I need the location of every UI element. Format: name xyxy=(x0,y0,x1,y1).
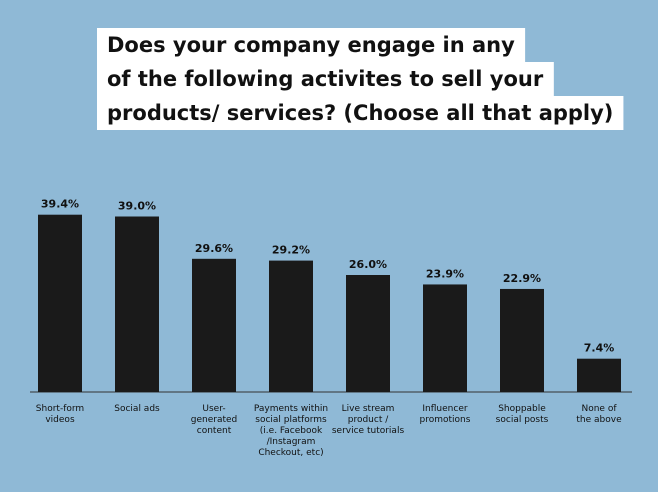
x-tick-label: Payments within social platforms (i.e. F… xyxy=(253,404,329,458)
value-label: 39.4% xyxy=(41,198,79,211)
value-label: 22.9% xyxy=(503,272,541,285)
value-label: 23.9% xyxy=(426,267,464,280)
x-tick-label: Social ads xyxy=(114,404,160,414)
value-label: 39.0% xyxy=(118,200,156,213)
x-tick-label: Live stream product / service tutorials xyxy=(331,404,405,436)
x-tick-label: Shoppable social posts xyxy=(495,404,549,425)
x-tick-label: Influencer promotions xyxy=(419,404,471,425)
bar xyxy=(269,260,313,392)
bar xyxy=(38,214,82,392)
bar xyxy=(192,258,236,392)
title-box xyxy=(97,28,526,62)
value-label: 29.2% xyxy=(272,244,310,257)
bar xyxy=(577,358,621,392)
value-label: 7.4% xyxy=(584,342,615,355)
chart-title: Does your company engage in any xyxy=(107,33,515,57)
bar xyxy=(346,275,390,392)
chart-title: products/ services? (Choose all that app… xyxy=(107,101,613,125)
bar xyxy=(500,288,544,392)
x-tick-label: None of the above xyxy=(576,404,622,425)
value-label: 29.6% xyxy=(195,242,233,255)
chart-title: of the following activites to sell your xyxy=(107,67,544,91)
title-box xyxy=(97,96,624,130)
bar xyxy=(115,216,159,392)
bar xyxy=(423,284,467,392)
x-tick-label: Short-form videos xyxy=(35,404,85,425)
value-label: 26.0% xyxy=(349,258,387,271)
x-tick-label: User- generated content xyxy=(190,404,238,436)
title-box xyxy=(97,62,554,96)
